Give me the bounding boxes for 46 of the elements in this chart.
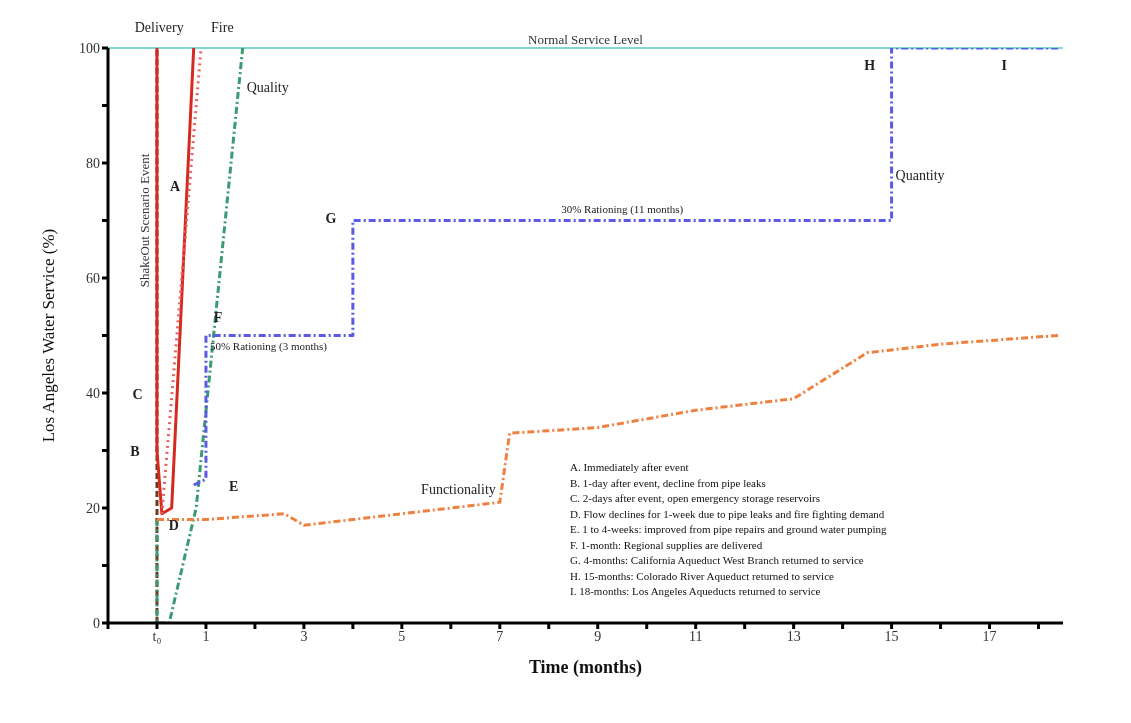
annotation: H. 15-months: Colorado River Aqueduct returned to service (570, 568, 835, 584)
annotation: F (213, 309, 223, 325)
x-tick-label: 1 (202, 628, 210, 644)
line-series (155, 48, 196, 516)
x-tick-label: 5 (398, 628, 406, 644)
y-tick-label: 0 (93, 615, 100, 631)
ref-line-label: Normal Service Level (528, 32, 644, 47)
annotation: G (325, 210, 337, 226)
x-tick-label: 11 (688, 628, 703, 644)
x-tick-label: 17 (982, 628, 997, 644)
ref-line-label: ShakeOut Scenario Event (136, 153, 152, 288)
annotation: Quality (246, 80, 289, 96)
annotation: A. Immediately after event (570, 460, 690, 475)
y-tick-label: 20 (86, 500, 100, 516)
annotation: D. Flow declines for 1-week due to pipe leaks and fire fighting demand (570, 506, 886, 522)
annotation: Delivery (134, 20, 184, 35)
annotation: B (130, 443, 140, 459)
y-tick-label: 100 (79, 40, 100, 56)
annotation: H (864, 58, 876, 73)
x-tick-label: t₀ (152, 628, 162, 644)
annotation: 50% Rationing (3 months) (209, 339, 328, 353)
y-axis-title: Los Angeles Water Service (%) (39, 228, 59, 443)
x-tick-label: 3 (300, 628, 308, 644)
y-tick-label: 60 (86, 270, 100, 286)
annotation: C. 2-days after event, open emergency storage reservoirs (570, 491, 821, 506)
annotation: Fire (211, 20, 234, 35)
annotation: G. 4-months: California Aqueduct West Branch returned to service (570, 553, 865, 568)
x-tick-label: 7 (496, 628, 504, 644)
annotation: I (1001, 58, 1007, 73)
annotation: E (229, 479, 239, 494)
x-tick-label: 9 (594, 628, 602, 644)
annotation: Functionality (421, 482, 496, 498)
annotation: 30% Rationing (11 months) (561, 202, 684, 216)
x-tick-label: 15 (884, 628, 899, 644)
annotation: A (169, 179, 181, 194)
x-axis-title: Time (months) (528, 657, 643, 678)
annotation: I. 18-months: Los Angeles Aqueducts returned to service (570, 584, 822, 599)
annotation: B. 1-day after event, decline from pipe leaks (570, 475, 767, 491)
annotation: Quantity (895, 168, 945, 184)
y-tick-label: 80 (86, 155, 100, 171)
x-tick-label: 13 (786, 628, 801, 644)
annotation: E. 1 to 4-weeks: improved from pipe repairs and ground water pumping (570, 522, 887, 537)
annotation: F. 1-month: Regional supplies are delivered (570, 537, 764, 553)
annotation: D (168, 517, 179, 533)
y-tick-label: 40 (86, 385, 100, 401)
annotation: C (132, 386, 143, 402)
